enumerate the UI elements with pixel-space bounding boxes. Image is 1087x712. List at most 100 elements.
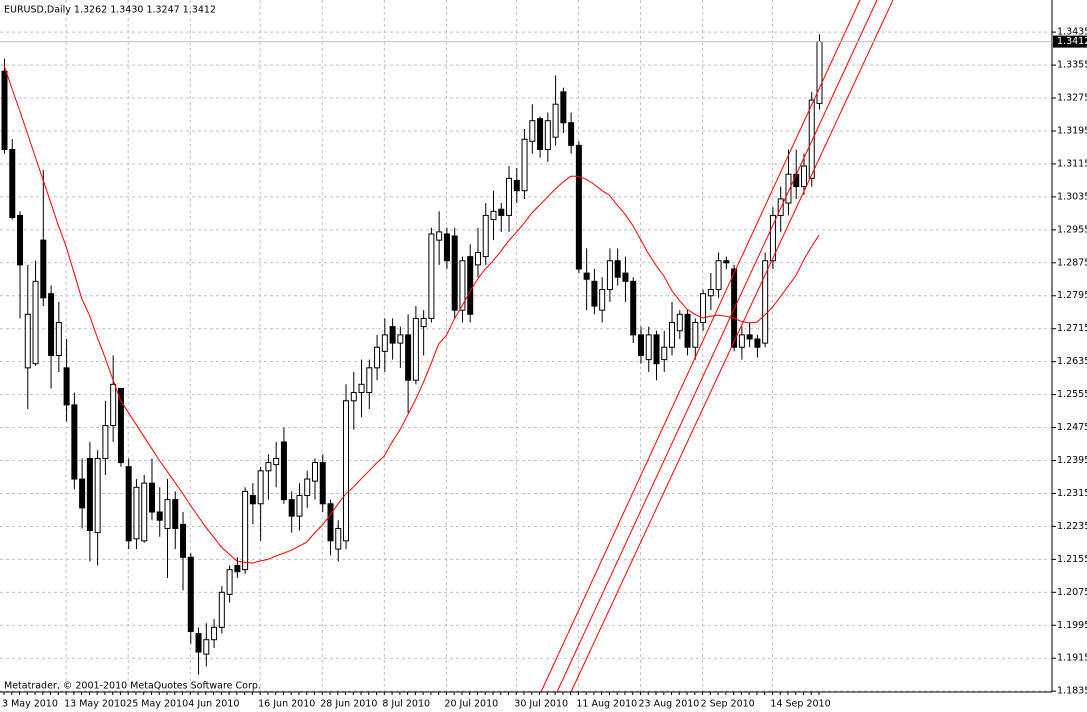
y-tick-label: 1.2635 <box>1057 356 1087 367</box>
y-tick-label: 1.2955 <box>1057 224 1087 235</box>
x-tick-label: 25 May 2010 <box>126 699 188 710</box>
candle-body <box>366 367 373 394</box>
candle-body <box>537 118 544 151</box>
candle-body <box>490 210 497 221</box>
candle-body <box>94 457 101 534</box>
candle-body <box>48 293 55 356</box>
candle-body <box>319 462 326 505</box>
candle-body <box>412 317 419 381</box>
candle-body <box>211 626 218 641</box>
candle-body <box>40 239 47 299</box>
trend-line <box>540 0 861 693</box>
candle-body <box>63 367 70 406</box>
candle-body <box>125 466 132 542</box>
candle-body <box>653 334 660 365</box>
candle-body <box>715 260 722 291</box>
x-tick-label: 28 Jun 2010 <box>320 699 377 710</box>
candle-body <box>9 149 16 218</box>
y-tick-label: 1.2555 <box>1057 389 1087 400</box>
candle-body <box>381 334 388 352</box>
candle-body <box>482 214 489 258</box>
candle-body <box>71 404 78 480</box>
bid-label-box <box>1053 35 1087 48</box>
x-tick-label: 3 May 2010 <box>2 699 58 710</box>
candle-body <box>86 457 93 532</box>
candle-body <box>738 334 745 348</box>
candle-body <box>614 260 621 278</box>
candle-body <box>808 99 815 179</box>
x-tick-label: 14 Sep 2010 <box>770 699 830 710</box>
candle-body <box>637 334 644 356</box>
trend-line <box>556 0 878 693</box>
candle-body <box>288 499 295 517</box>
y-tick-label: 1.3035 <box>1057 191 1087 202</box>
y-tick-label: 1.3275 <box>1057 93 1087 104</box>
candle-body <box>32 280 39 365</box>
candle-body <box>583 272 590 280</box>
candle-body <box>669 322 676 348</box>
candle-body <box>793 173 800 188</box>
candle-body <box>560 91 567 124</box>
candle-body <box>474 251 481 266</box>
candle-body <box>443 233 450 262</box>
x-tick-label: 23 Aug 2010 <box>638 699 699 710</box>
x-tick-label: 4 Jun 2010 <box>188 699 239 710</box>
candle-body <box>117 387 124 464</box>
y-tick-label: 1.3195 <box>1057 125 1087 136</box>
candle-body <box>591 280 598 307</box>
candle-body <box>133 486 140 540</box>
y-tick-label: 1.2475 <box>1057 422 1087 433</box>
candle-body <box>436 231 443 241</box>
candle-body <box>529 120 536 142</box>
candle-body <box>707 289 714 297</box>
candle-body <box>568 122 575 146</box>
y-tick-label: 1.2235 <box>1057 521 1087 532</box>
x-tick-label: 20 Jul 2010 <box>444 699 498 710</box>
candle-body <box>630 280 637 336</box>
candle-body <box>110 383 117 426</box>
candle-body <box>785 173 792 204</box>
candle-body <box>273 457 280 466</box>
y-tick-label: 1.1915 <box>1057 653 1087 664</box>
y-tick-label: 1.3355 <box>1057 60 1087 71</box>
candle-body <box>606 260 613 291</box>
candle-body <box>172 499 179 529</box>
candle-body <box>79 478 86 509</box>
candle-body <box>645 334 652 361</box>
candle-body <box>661 346 668 361</box>
x-tick-label: 2 Sep 2010 <box>701 699 755 710</box>
y-tick-label: 1.2395 <box>1057 455 1087 466</box>
candle-body <box>148 482 155 513</box>
candle-body <box>754 338 761 348</box>
candle-body <box>234 565 241 573</box>
candle-body <box>141 482 148 542</box>
candle-body <box>358 383 365 394</box>
candle-body <box>622 272 629 282</box>
candle-body <box>374 346 381 369</box>
candle-body <box>552 103 559 138</box>
moving-average <box>3 64 820 564</box>
trend-channel <box>540 0 894 693</box>
candle-body <box>226 569 233 595</box>
candle-body <box>1 70 8 151</box>
trend-line <box>570 0 894 693</box>
candle-body <box>257 470 264 505</box>
candle-body <box>575 144 582 270</box>
candle-body <box>521 138 528 192</box>
candle-body <box>599 289 606 311</box>
candle-body <box>397 334 404 344</box>
y-tick-label: 1.2795 <box>1057 290 1087 301</box>
candle-body <box>350 392 357 402</box>
candle-body <box>280 441 287 501</box>
candle-body <box>762 260 769 344</box>
candle-body <box>55 322 62 356</box>
candle-body <box>335 527 342 550</box>
chart-title: EURUSD,Daily 1.3262 1.3430 1.3247 1.3412 <box>4 5 216 16</box>
candle-body <box>249 495 256 505</box>
candle-body <box>327 503 334 542</box>
candle-body <box>343 400 350 542</box>
y-tick-label: 1.2875 <box>1057 257 1087 268</box>
candle-body <box>389 326 396 344</box>
